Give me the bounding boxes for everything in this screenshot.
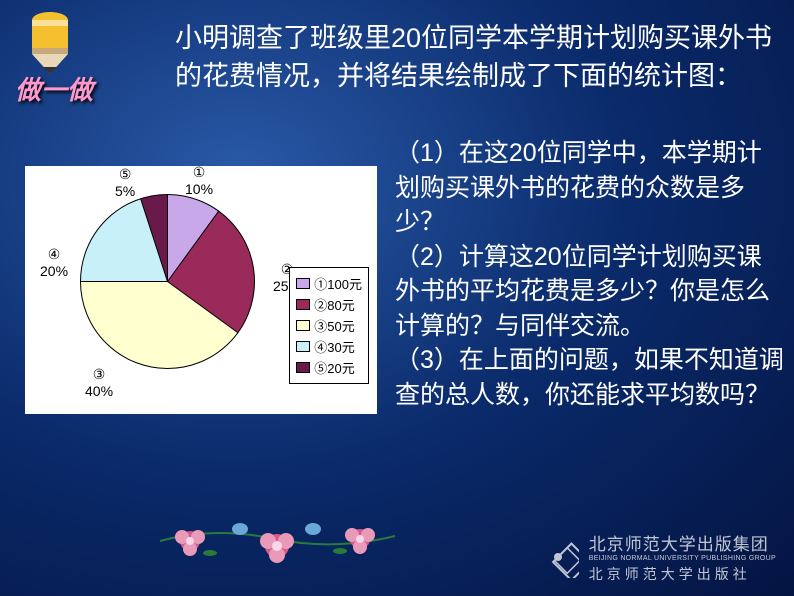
legend-item: ④30元 — [296, 337, 362, 356]
chart-legend: ①100元 ②80元 ③50元 ④30元 ⑤20元 — [289, 267, 369, 384]
publisher-block: 北京师范大学出版集团 BEIJING NORMAL UNIVERSITY PUB… — [537, 530, 776, 584]
legend-item: ⑤20元 — [296, 358, 362, 377]
problem-statement: 小明调查了班级里20位同学本学期计划购买课外书的花费情况，并将结果绘制成了下面的… — [175, 20, 775, 96]
pencil-icon — [25, 10, 75, 75]
questions-text: （1）在这20位同学中，本学期计划购买课外书的花费的众数是多少？（2）计算这20… — [395, 136, 785, 412]
flower-decoration — [155, 511, 400, 566]
slice-label-1: ①10% — [185, 164, 213, 198]
banner-title: 做一做 — [15, 70, 93, 107]
pie-chart: ①10% ②25% ③40% ④20% ⑤5% ①100元 ②80元 ③50元 … — [25, 166, 377, 414]
publisher-name: 北京师范大学出版集团 — [589, 530, 776, 555]
slice-label-3: ③40% — [85, 366, 113, 400]
publisher-name-en: BEIJING NORMAL UNIVERSITY PUBLISHING GRO… — [589, 555, 776, 562]
legend-item: ③50元 — [296, 316, 362, 335]
pie-graphic — [80, 194, 255, 369]
publisher-logo-icon — [537, 536, 579, 578]
legend-item: ①100元 — [296, 274, 362, 293]
slice-label-5: ⑤5% — [115, 166, 135, 200]
slice-label-4: ④20% — [40, 246, 68, 280]
legend-item: ②80元 — [296, 295, 362, 314]
publisher-sub: 北京师范大学出版社 — [589, 564, 776, 584]
